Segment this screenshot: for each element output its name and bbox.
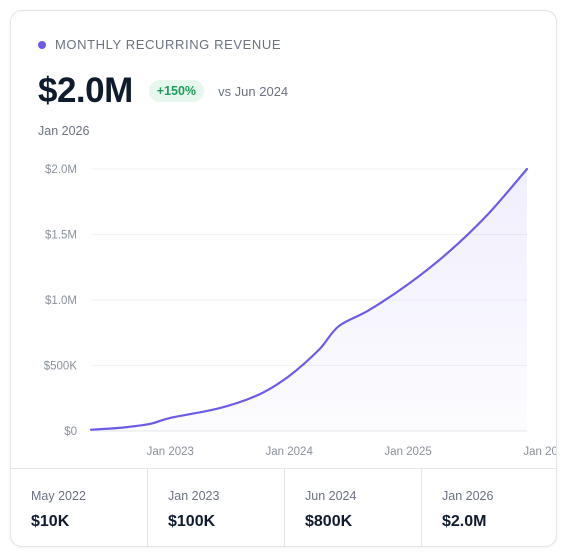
chart-area: $0 $500K $1.0M $1.5M $2.0M Jan 2023 Jan 2024 Ja… bbox=[11, 151, 557, 469]
x-tick-label: Jan 2023 bbox=[147, 446, 194, 458]
stat-label: Jan 2026 bbox=[442, 489, 494, 503]
y-tick-label: $500K bbox=[44, 361, 78, 373]
x-tick-label: Jan 2024 bbox=[266, 446, 314, 458]
stat-value: $2.0M bbox=[442, 513, 487, 530]
mrr-area-chart: $0 $500K $1.0M $1.5M $2.0M Jan 2023 Jan 2024 Ja… bbox=[44, 164, 557, 458]
stat-label: May 2022 bbox=[31, 489, 86, 503]
stat-value: $100K bbox=[168, 513, 216, 530]
x-tick-label: Jan 2026 bbox=[523, 446, 557, 458]
headline-row: $2.0M +150% vs Jun 2024 bbox=[38, 71, 288, 111]
comparison-text: vs Jun 2024 bbox=[218, 83, 289, 99]
card-eyebrow: MONTHLY RECURRING REVENUE bbox=[38, 37, 281, 52]
stat-label: Jun 2024 bbox=[305, 489, 357, 503]
series-dot-icon bbox=[38, 40, 46, 49]
mrr-card: MONTHLY RECURRING REVENUE $2.0M +150% vs… bbox=[10, 10, 557, 547]
stat-value: $800K bbox=[305, 513, 353, 530]
stat-value: $10K bbox=[31, 513, 70, 530]
metric-title: MONTHLY RECURRING REVENUE bbox=[55, 37, 282, 52]
as-of-date: Jan 2026 bbox=[38, 124, 90, 138]
y-tick-label: $1.0M bbox=[45, 295, 77, 307]
stat-cell: Jun 2024 $800K bbox=[285, 469, 422, 546]
stat-cell: Jan 2026 $2.0M bbox=[422, 469, 556, 546]
stat-cell: Jan 2023 $100K bbox=[148, 469, 285, 546]
stat-label: Jan 2023 bbox=[168, 489, 220, 503]
y-tick-label: $0 bbox=[64, 426, 77, 438]
x-tick-label: Jan 2025 bbox=[384, 446, 431, 458]
metric-value: $2.0M bbox=[38, 71, 133, 110]
series-area-fill bbox=[91, 169, 527, 431]
stat-cell: May 2022 $10K bbox=[11, 469, 148, 546]
series-line bbox=[89, 167, 529, 431]
change-badge: +150% bbox=[148, 80, 205, 102]
y-tick-label: $1.5M bbox=[45, 230, 77, 242]
stats-row: May 2022 $10K Jan 2023 $100K Jun 2024 $8… bbox=[11, 468, 556, 546]
y-tick-label: $2.0M bbox=[45, 164, 77, 176]
